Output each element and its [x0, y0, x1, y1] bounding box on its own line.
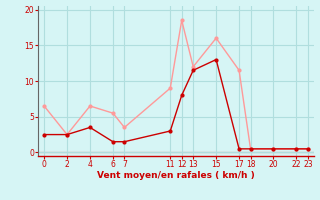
X-axis label: Vent moyen/en rafales ( km/h ): Vent moyen/en rafales ( km/h ): [97, 171, 255, 180]
